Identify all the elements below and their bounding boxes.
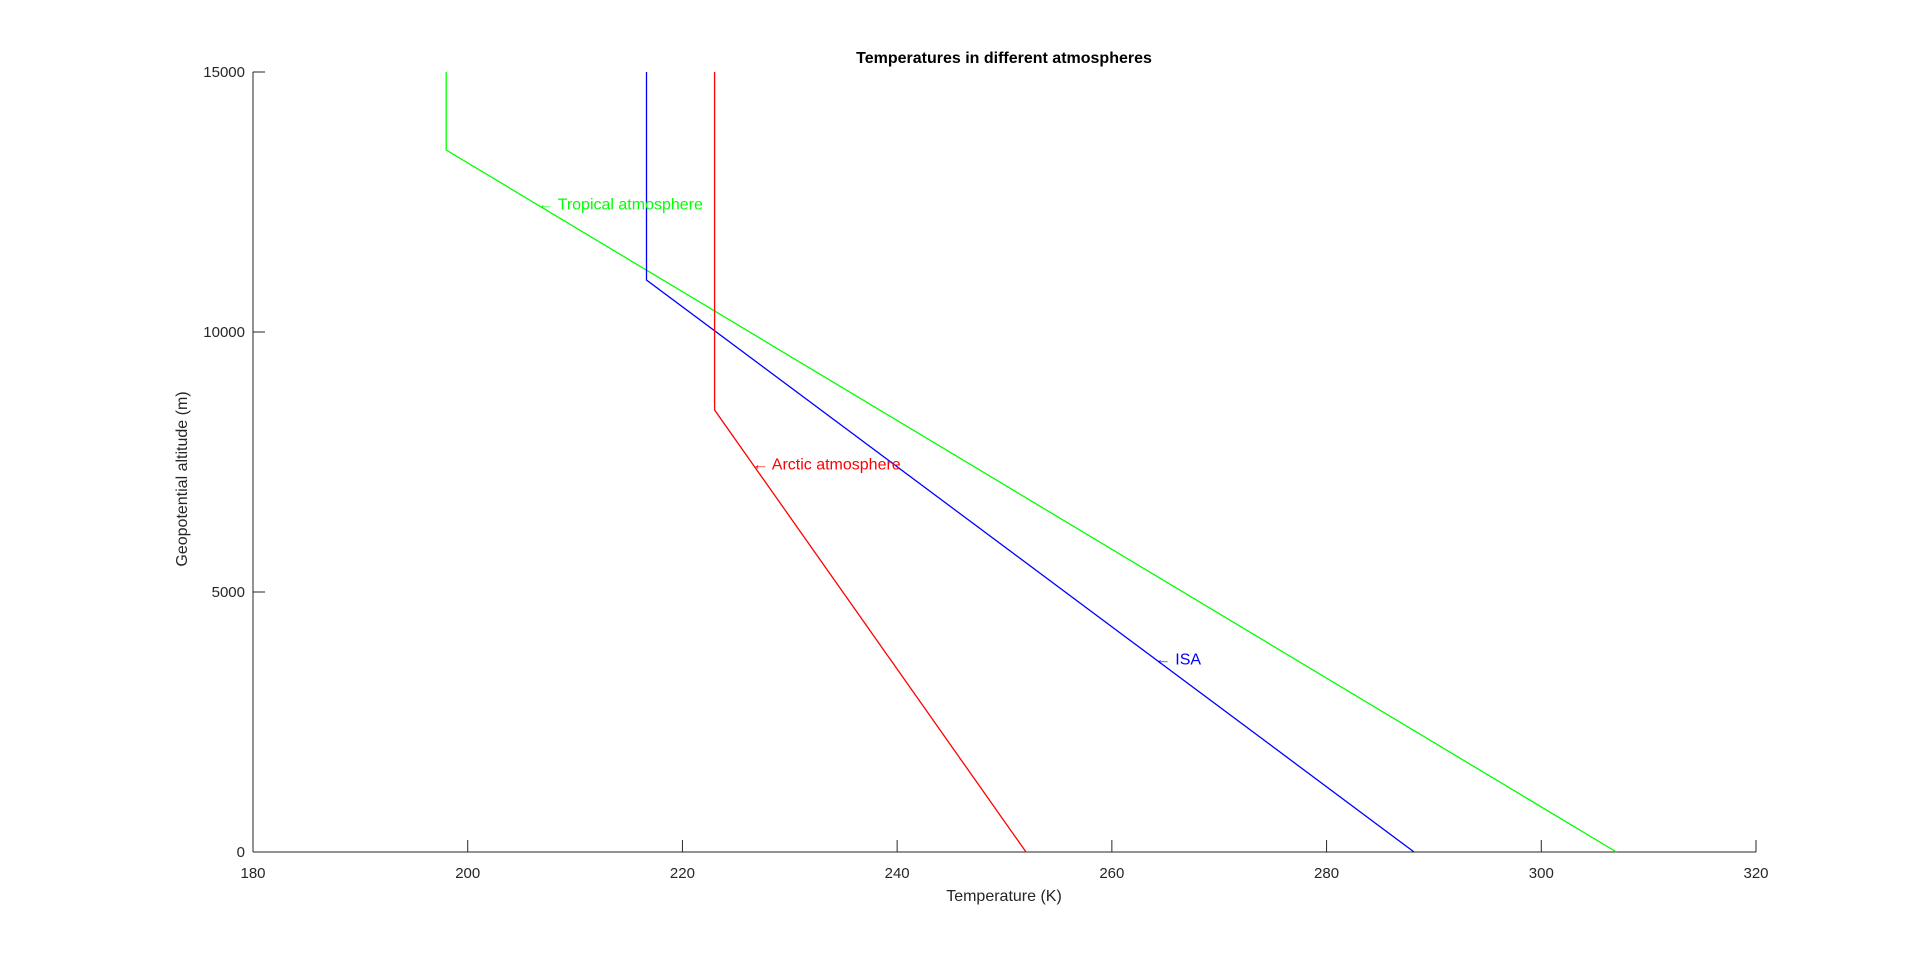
series-line-1 (645, 72, 1415, 853)
series-line-0 (445, 72, 1617, 853)
annotations: ← Tropical atmosphere ← Arctic atmosphere… (537, 197, 1201, 669)
x-tick-label: 280 (1314, 865, 1339, 882)
x-tick-label: 220 (670, 865, 695, 882)
x-tick-label: 180 (240, 865, 265, 882)
y-tick-label: 15000 (203, 64, 245, 81)
x-tick-label: 260 (1099, 865, 1124, 882)
x-axis-title: Temperature (K) (946, 888, 1062, 905)
series-lines (445, 72, 1617, 853)
x-tick-label: 300 (1529, 865, 1554, 882)
y-axis-title: Geopotential altitude (m) (174, 391, 191, 566)
y-tick-label: 10000 (203, 324, 245, 341)
x-tick-label: 320 (1743, 865, 1768, 882)
annotation-label: ← Arctic atmosphere (752, 457, 901, 474)
x-tick-label: 200 (455, 865, 480, 882)
series-line-2 (713, 72, 1027, 853)
x-tick-label: 240 (885, 865, 910, 882)
axes: 180 200 220 240 260 280 300 320 0 5000 10000 15000 (203, 64, 1768, 882)
chart-title: Temperatures in different atmospheres (856, 50, 1152, 67)
annotation-label: ← ISA (1155, 652, 1202, 669)
y-tick-label: 0 (237, 844, 245, 861)
y-tick-label: 5000 (212, 584, 245, 601)
annotation-label: ← Tropical atmosphere (537, 197, 703, 214)
